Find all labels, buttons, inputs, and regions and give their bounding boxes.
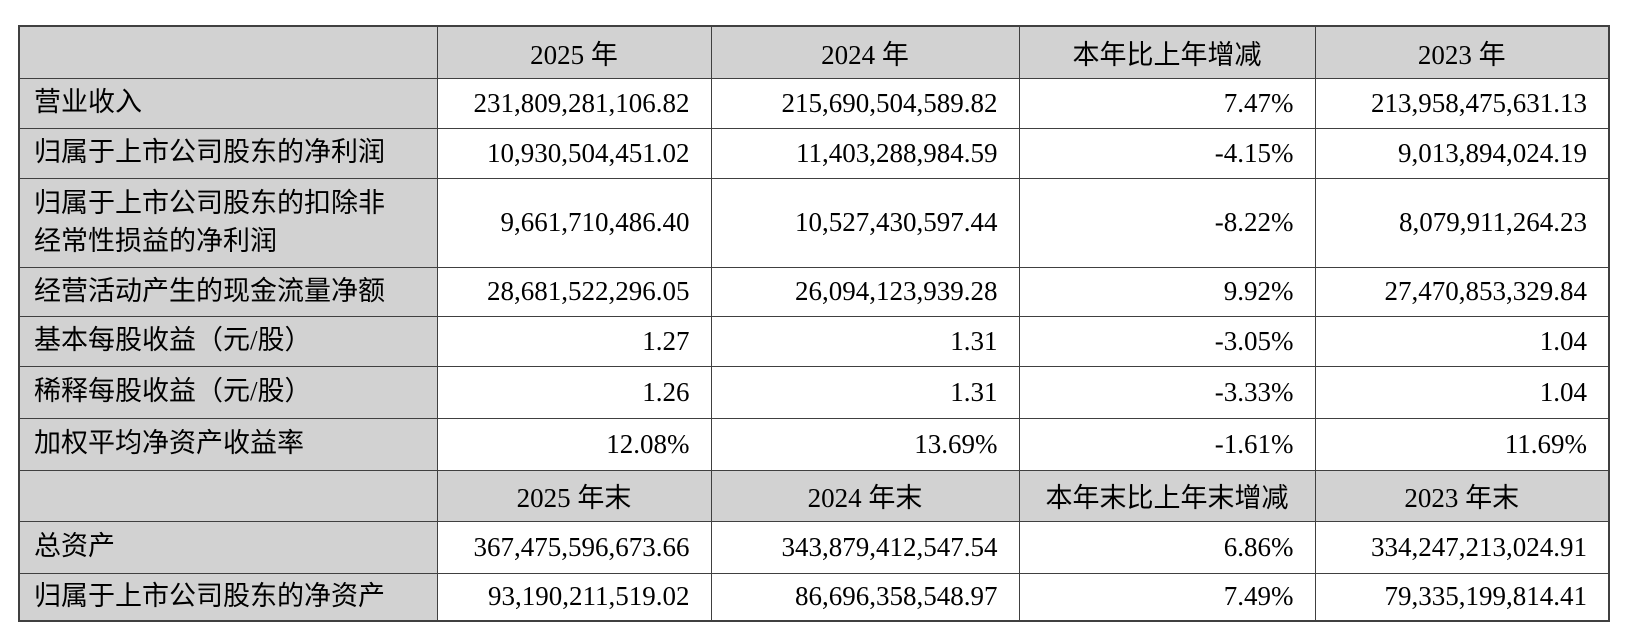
cell-2024: 86,696,358,548.97 <box>710 572 1020 622</box>
header-2024: 2024 年 <box>710 25 1020 79</box>
cell-2023: 334,247,213,024.91 <box>1314 520 1610 574</box>
cell-2025: 10,930,504,451.02 <box>436 127 712 179</box>
cell-yoy-change: -8.22% <box>1018 177 1316 268</box>
cell-2024: 1.31 <box>710 365 1020 419</box>
cell-2025: 12.08% <box>436 417 712 471</box>
cell-yoy-change: -1.61% <box>1018 417 1316 471</box>
cell-2025: 1.27 <box>436 315 712 367</box>
cell-yoy-change: 7.47% <box>1018 77 1316 129</box>
row-label: 稀释每股收益（元/股） <box>18 365 438 419</box>
cell-2024: 26,094,123,939.28 <box>710 266 1020 317</box>
cell-2023: 1.04 <box>1314 365 1610 419</box>
row-label: 总资产 <box>18 520 438 574</box>
cell-2024: 215,690,504,589.82 <box>710 77 1020 129</box>
cell-yoy-change: -3.05% <box>1018 315 1316 367</box>
header-2025: 2025 年 <box>436 25 712 79</box>
row-label: 营业收入 <box>18 77 438 129</box>
header-row-year-end: 2025 年末 2024 年末 本年末比上年末增减 2023 年末 <box>18 469 1610 522</box>
cell-2023: 8,079,911,264.23 <box>1314 177 1610 268</box>
header-empty-cell <box>18 25 438 79</box>
header-2024-year-end: 2024 年末 <box>710 469 1020 522</box>
cell-2023: 79,335,199,814.41 <box>1314 572 1610 622</box>
cell-2023: 1.04 <box>1314 315 1610 367</box>
cell-2025: 93,190,211,519.02 <box>436 572 712 622</box>
row-label: 加权平均净资产收益率 <box>18 417 438 471</box>
cell-yoy-change: 9.92% <box>1018 266 1316 317</box>
header-yoy-change: 本年比上年增减 <box>1018 25 1316 79</box>
cell-2025: 1.26 <box>436 365 712 419</box>
header-empty-cell <box>18 469 438 522</box>
cell-2023: 11.69% <box>1314 417 1610 471</box>
table-row-revenue: 营业收入 231,809,281,106.82 215,690,504,589.… <box>18 77 1610 129</box>
cell-yoy-change: -4.15% <box>1018 127 1316 179</box>
header-2023-year-end: 2023 年末 <box>1314 469 1610 522</box>
header-2025-year-end: 2025 年末 <box>436 469 712 522</box>
cell-2023: 213,958,475,631.13 <box>1314 77 1610 129</box>
table-row-total-assets: 总资产 367,475,596,673.66 343,879,412,547.5… <box>18 520 1610 574</box>
cell-2025: 28,681,522,296.05 <box>436 266 712 317</box>
cell-yoy-change: 6.86% <box>1018 520 1316 574</box>
cell-2024: 11,403,288,984.59 <box>710 127 1020 179</box>
key-financial-indicators-table: 2025 年 2024 年 本年比上年增减 2023 年 营业收入 231,80… <box>18 25 1610 622</box>
row-label: 归属于上市公司股东的扣除非 经常性损益的净利润 <box>18 177 438 268</box>
table-row-weighted-avg-roe: 加权平均净资产收益率 12.08% 13.69% -1.61% 11.69% <box>18 417 1610 471</box>
header-year-end-change: 本年末比上年末增减 <box>1018 469 1316 522</box>
cell-2024: 13.69% <box>710 417 1020 471</box>
cell-yoy-change: -3.33% <box>1018 365 1316 419</box>
header-row-annual: 2025 年 2024 年 本年比上年增减 2023 年 <box>18 25 1610 79</box>
table-row-net-assets: 归属于上市公司股东的净资产 93,190,211,519.02 86,696,3… <box>18 572 1610 622</box>
row-label: 经营活动产生的现金流量净额 <box>18 266 438 317</box>
row-label: 基本每股收益（元/股） <box>18 315 438 367</box>
cell-2024: 343,879,412,547.54 <box>710 520 1020 574</box>
table-row-diluted-eps: 稀释每股收益（元/股） 1.26 1.31 -3.33% 1.04 <box>18 365 1610 419</box>
cell-2024: 1.31 <box>710 315 1020 367</box>
header-2023: 2023 年 <box>1314 25 1610 79</box>
table-row-basic-eps: 基本每股收益（元/股） 1.27 1.31 -3.05% 1.04 <box>18 315 1610 367</box>
table-row-net-profit: 归属于上市公司股东的净利润 10,930,504,451.02 11,403,2… <box>18 127 1610 179</box>
cell-2024: 10,527,430,597.44 <box>710 177 1020 268</box>
cell-2025: 367,475,596,673.66 <box>436 520 712 574</box>
cell-2025: 231,809,281,106.82 <box>436 77 712 129</box>
table-row-operating-cash-flow: 经营活动产生的现金流量净额 28,681,522,296.05 26,094,1… <box>18 266 1610 317</box>
row-label: 归属于上市公司股东的净利润 <box>18 127 438 179</box>
row-label: 归属于上市公司股东的净资产 <box>18 572 438 622</box>
cell-2025: 9,661,710,486.40 <box>436 177 712 268</box>
cell-2023: 9,013,894,024.19 <box>1314 127 1610 179</box>
table-row-net-profit-excl-nonrecurring: 归属于上市公司股东的扣除非 经常性损益的净利润 9,661,710,486.40… <box>18 177 1610 268</box>
cell-yoy-change: 7.49% <box>1018 572 1316 622</box>
cell-2023: 27,470,853,329.84 <box>1314 266 1610 317</box>
